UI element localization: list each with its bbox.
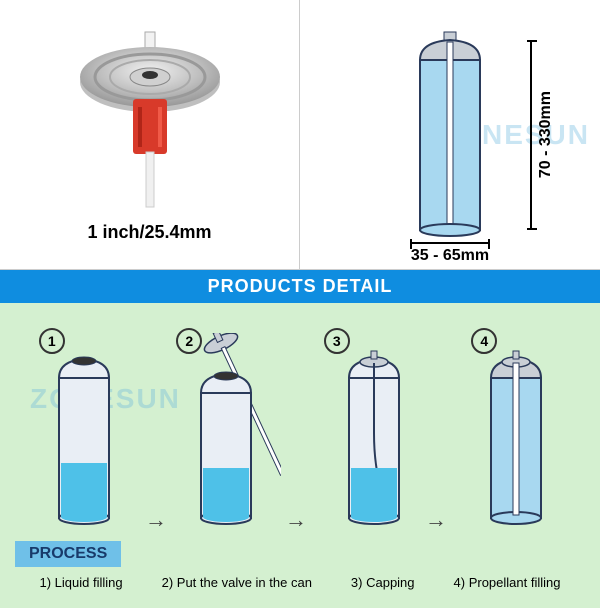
step-caption-3: 3) Capping <box>351 575 415 590</box>
arrow-icon: → <box>285 507 307 533</box>
step-caption-1: 1) Liquid filling <box>40 575 123 590</box>
arrow-icon: → <box>145 507 167 533</box>
arrow-icon: → <box>425 507 447 533</box>
process-step-1: 1 <box>34 333 134 533</box>
process-diagram: ZONESUN 1 → 2 <box>0 303 600 608</box>
height-dimension: 70 - 330mm <box>530 40 555 230</box>
step-number-1: 1 <box>39 328 65 354</box>
width-dimension: 35 - 65mm <box>410 242 490 265</box>
step-caption-4: 4) Propellant filling <box>454 575 561 590</box>
height-dimension-text: 70 - 330mm <box>537 91 555 178</box>
dimension-can-icon <box>400 30 500 240</box>
process-step-2: 2 <box>171 333 281 533</box>
can-dimension-panel: ZONESUN 70 - 330mm 35 - 65mm <box>300 0 600 269</box>
width-dimension-text: 35 - 65mm <box>410 247 490 265</box>
valve-panel: 1 inch/25.4mm <box>0 0 300 269</box>
step-caption-2: 2) Put the valve in the can <box>162 575 312 590</box>
process-step-3: 3 <box>319 333 429 533</box>
process-step-4: 4 <box>466 333 566 533</box>
valve-dimension-label: 1 inch/25.4mm <box>87 222 211 243</box>
products-detail-banner: PRODUCTS DETAIL <box>0 270 600 303</box>
step-number-3: 3 <box>324 328 350 354</box>
process-label: PROCESS <box>15 541 121 567</box>
valve-icon <box>60 27 240 217</box>
